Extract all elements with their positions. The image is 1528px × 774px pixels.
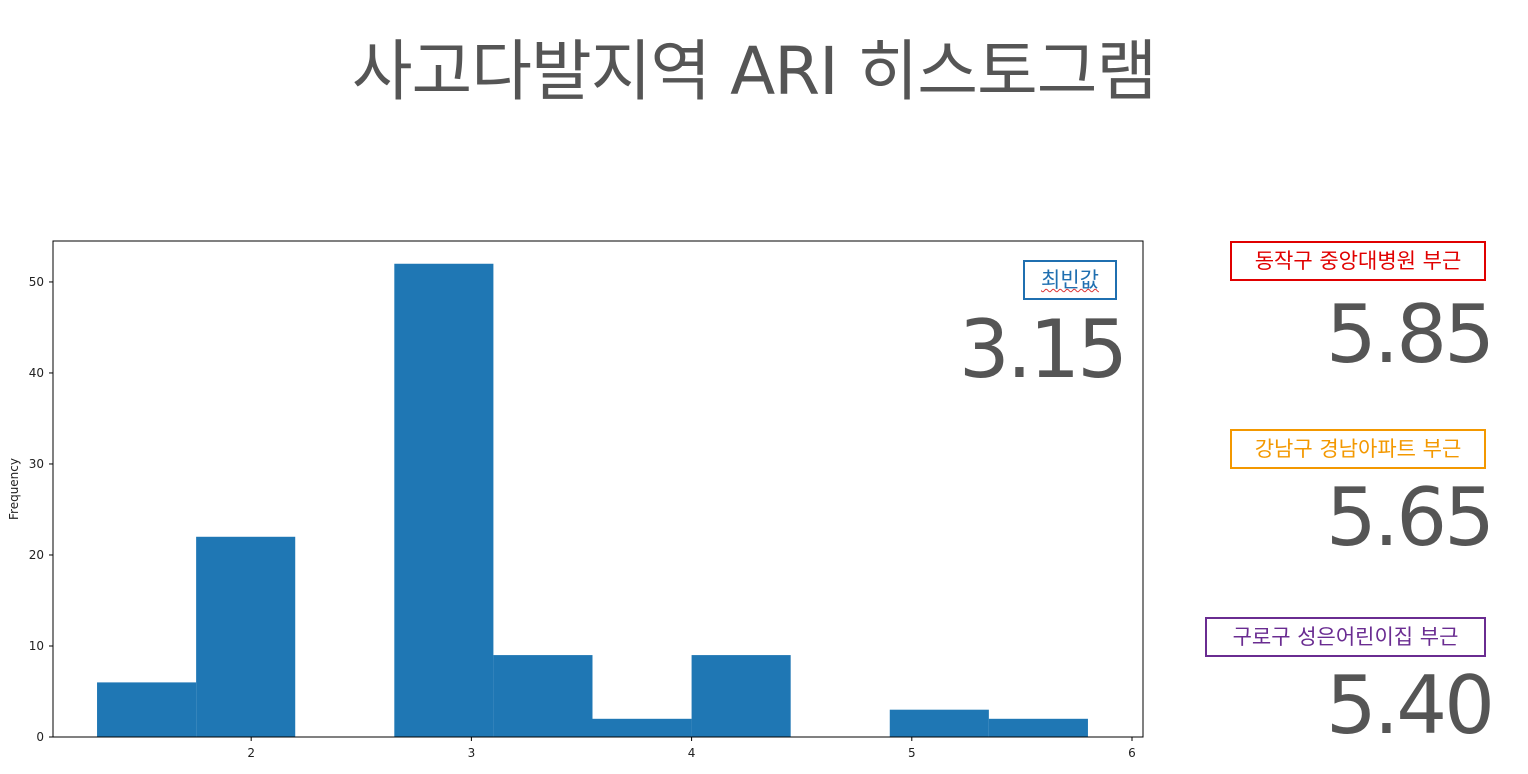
x-tick-label: 4 [688,746,696,760]
histogram-bar [493,655,593,737]
histogram-bar [196,536,296,737]
histogram-bar [691,655,791,737]
plot-frame [52,240,1144,738]
y-tick-label: 20 [29,548,44,562]
x-axis-ticks: 2 3 4 5 6 [247,737,1136,760]
location-label: 강남구 경남아파트 부근 [1254,437,1462,461]
x-tick-label: 2 [247,746,255,760]
location-label-box: 동작구 중앙대병원 부근 [1230,241,1486,281]
x-tick-label: 6 [1128,746,1136,760]
bars-layer [97,263,1088,737]
location-value: 5.65 [1325,471,1495,564]
histogram-bar [394,263,494,737]
location-value: 5.85 [1325,288,1495,381]
histogram-bar [889,709,989,737]
histogram-bar [97,682,197,737]
y-tick-label: 0 [36,730,44,744]
y-tick-label: 10 [29,639,44,653]
mode-label-box: 최빈값 [1023,260,1117,300]
location-label-box: 구로구 성은어린이집 부근 [1205,617,1486,657]
y-tick-label: 30 [29,457,44,471]
y-axis-label: Frequency [7,458,21,520]
y-tick-label: 50 [29,275,44,289]
mode-value: 3.15 [958,303,1128,396]
histogram-bar [592,718,692,737]
location-value: 5.40 [1325,659,1495,752]
page-title: 사고다발지역 ARI 히스토그램 [351,33,1157,110]
location-label: 동작구 중앙대병원 부근 [1254,249,1462,273]
x-tick-label: 3 [468,746,476,760]
location-label: 구로구 성은어린이집 부근 [1232,625,1459,649]
histogram-bar [988,718,1088,737]
x-tick-label: 5 [908,746,916,760]
y-tick-label: 40 [29,366,44,380]
y-axis-ticks: 0 10 20 30 40 50 [29,275,53,744]
location-label-box: 강남구 경남아파트 부근 [1230,429,1486,469]
mode-label: 최빈값 [1041,268,1099,292]
